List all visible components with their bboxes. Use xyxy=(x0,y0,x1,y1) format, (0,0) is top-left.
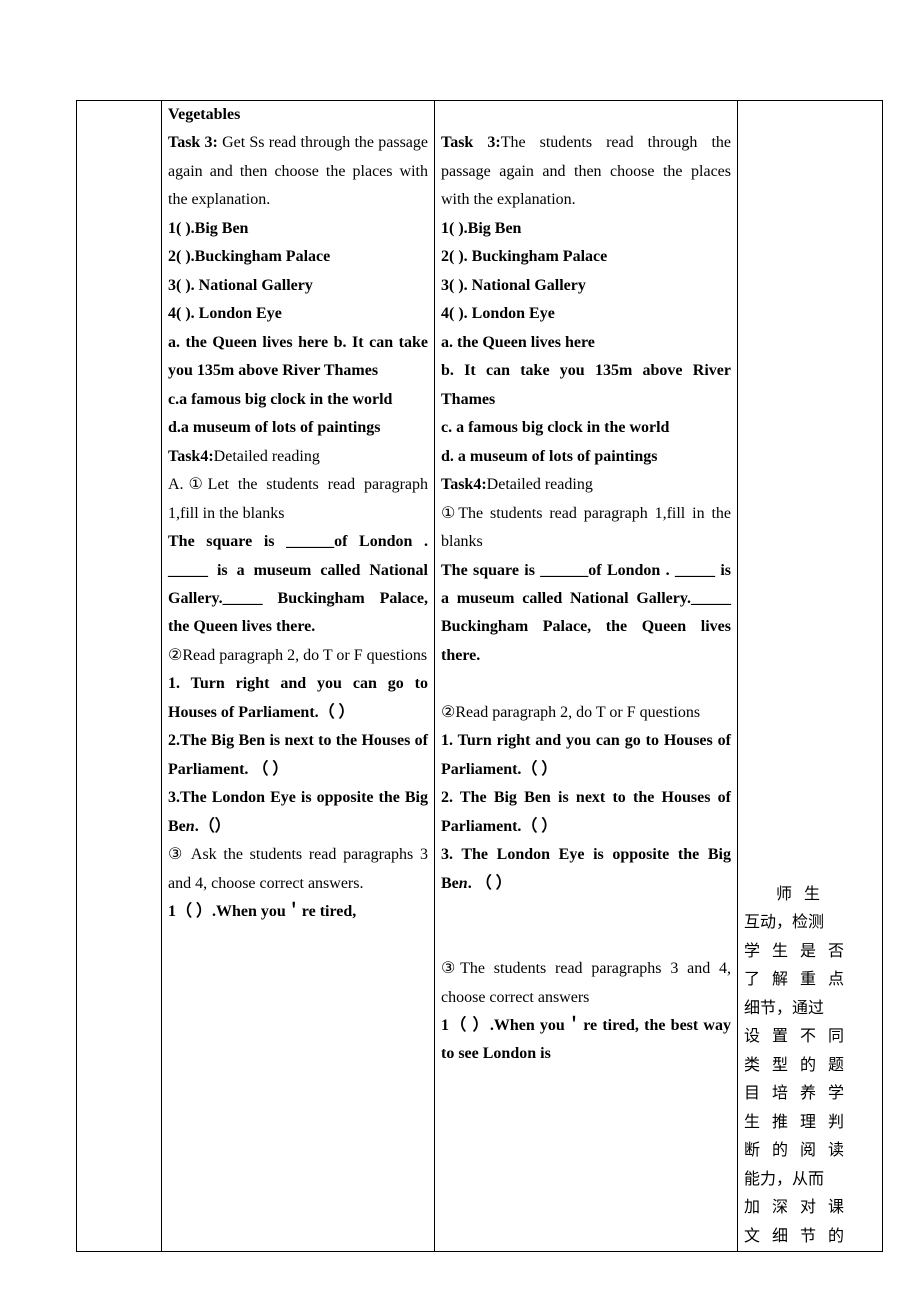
purpose-text: 生 推 理 判 xyxy=(744,1109,876,1137)
purpose-text: 文 细 节 的 xyxy=(744,1223,876,1251)
teacher-activity-cell: Vegetables Task 3: Get Ss read through t… xyxy=(162,101,435,1252)
purpose-text: 学 生 是 否 xyxy=(744,938,876,966)
match-option: d.a museum of lots of paintings xyxy=(168,414,428,442)
purpose-text: 师 生 xyxy=(744,881,876,909)
match-item: 1( ).Big Ben xyxy=(168,215,428,243)
tf-question: 1. Turn right and you can go to Houses o… xyxy=(441,727,731,784)
tf-question: 1. Turn right and you can go to Houses o… xyxy=(168,670,428,727)
purpose-text: 细节，通过 xyxy=(744,995,876,1023)
subtask: ②Read paragraph 2, do T or F questions xyxy=(168,642,428,670)
subtask: ①The students read paragraph 1,fill in t… xyxy=(441,500,731,557)
fill-blank-text: The square is ______of London . _____ is… xyxy=(168,528,428,642)
stage-cell xyxy=(77,101,162,1252)
match-item: 4( ). London Eye xyxy=(441,300,731,328)
purpose-text: 互动，检测 xyxy=(744,909,876,937)
lesson-plan-table: Vegetables Task 3: Get Ss read through t… xyxy=(76,100,883,1252)
subtask: A.①Let the students read paragraph 1,fil… xyxy=(168,471,428,528)
match-item: 1( ).Big Ben xyxy=(441,215,731,243)
purpose-text: 加 深 对 课 xyxy=(744,1194,876,1222)
task4-text: Detailed reading xyxy=(487,476,593,493)
table-row: Vegetables Task 3: Get Ss read through t… xyxy=(77,101,883,1252)
match-option: d. a museum of lots of paintings xyxy=(441,443,731,471)
student-activity-cell: Task 3:The students read through the pas… xyxy=(435,101,738,1252)
subtask: ③The students read paragraphs 3 and 4, c… xyxy=(441,955,731,1012)
purpose-text: 能力，从而 xyxy=(744,1166,876,1194)
match-option: b. It can take you 135m above River Tham… xyxy=(441,357,731,414)
purpose-text: 目 培 养 学 xyxy=(744,1080,876,1108)
mc-question: 1（ ）.When you＇re tired, the best way to … xyxy=(441,1012,731,1069)
purpose-cell: 师 生 互动，检测 学 生 是 否 了 解 重 点 细节，通过 设 置 不 同 … xyxy=(738,101,883,1252)
mc-question: 1（ ）.When you＇re tired, xyxy=(168,898,428,926)
task3-label: Task 3: xyxy=(441,134,501,151)
heading-vegetables: Vegetables xyxy=(168,101,428,129)
fill-blank-text: The square is ______of London . _____ is… xyxy=(441,557,731,671)
subtask: ③ Ask the students read paragraphs 3 and… xyxy=(168,841,428,898)
document-page: Vegetables Task 3: Get Ss read through t… xyxy=(0,0,920,1302)
task4-block: Task4:Detailed reading xyxy=(441,471,731,499)
task4-label: Task4: xyxy=(441,476,487,493)
purpose-text: 断 的 阅 读 xyxy=(744,1137,876,1165)
task4-label: Task4: xyxy=(168,448,214,465)
purpose-text: 类 型 的 题 xyxy=(744,1052,876,1080)
match-option: a. the Queen lives here b. It can take y… xyxy=(168,329,428,386)
task3-block: Task 3:The students read through the pas… xyxy=(441,129,731,214)
match-option: c. a famous big clock in the world xyxy=(441,414,731,442)
task4-text: Detailed reading xyxy=(214,448,320,465)
task3-label: Task 3: xyxy=(168,134,222,151)
match-option: c.a famous big clock in the world xyxy=(168,386,428,414)
task4-block: Task4:Detailed reading xyxy=(168,443,428,471)
task3-block: Task 3: Get Ss read through the passage … xyxy=(168,129,428,214)
tf-question: 3. The London Eye is opposite the Big Be… xyxy=(441,841,731,898)
tf-question: 3.The London Eye is opposite the Big Ben… xyxy=(168,784,428,841)
purpose-text: 了 解 重 点 xyxy=(744,966,876,994)
match-item: 2( ). Buckingham Palace xyxy=(441,243,731,271)
subtask: ②Read paragraph 2, do T or F questions xyxy=(441,699,731,727)
match-item: 4( ). London Eye xyxy=(168,300,428,328)
match-item: 2( ).Buckingham Palace xyxy=(168,243,428,271)
match-item: 3( ). National Gallery xyxy=(168,272,428,300)
match-option: a. the Queen lives here xyxy=(441,329,731,357)
tf-question: 2. The Big Ben is next to the Houses of … xyxy=(441,784,731,841)
tf-question: 2.The Big Ben is next to the Houses of P… xyxy=(168,727,428,784)
purpose-text: 设 置 不 同 xyxy=(744,1023,876,1051)
match-item: 3( ). National Gallery xyxy=(441,272,731,300)
